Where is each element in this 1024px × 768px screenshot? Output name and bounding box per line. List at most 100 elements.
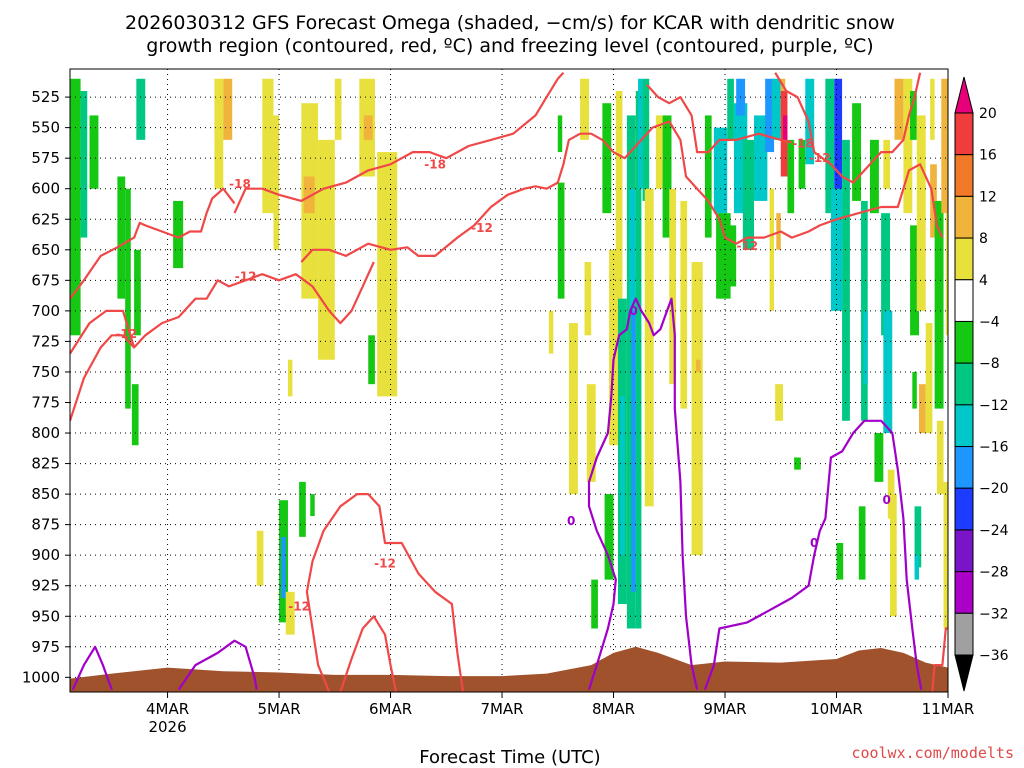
colorbar-swatch [954, 529, 974, 573]
omega-cell [775, 384, 783, 421]
omega-cell [591, 579, 598, 629]
omega-cell [934, 200, 944, 409]
colorbar-bottom-arrow [954, 654, 974, 692]
omega-cell [620, 396, 625, 556]
omega-cell [580, 78, 589, 140]
omega-cell [638, 78, 643, 189]
contour-label: -12 [288, 599, 310, 613]
dgz-contour-line [305, 493, 465, 692]
colorbar-swatch [954, 571, 974, 614]
contour-label: 0 [567, 514, 575, 528]
contour-label: -18 [424, 157, 446, 171]
dgz-contour-line [300, 120, 944, 263]
y-tick-label: 850 [31, 485, 60, 503]
y-tick-label: 650 [31, 241, 60, 259]
colorbar-label: 12 [979, 189, 997, 205]
omega-cell [863, 310, 868, 385]
omega-cell [794, 457, 801, 470]
omega-cell [704, 115, 712, 238]
dgz-contour-line [233, 71, 565, 214]
colorbar-label: −28 [979, 565, 1009, 581]
omega-cell [916, 115, 926, 311]
y-tick-label: 700 [31, 302, 60, 320]
terrain-area [70, 646, 948, 692]
omega-cell [586, 384, 596, 482]
omega-cell [669, 188, 676, 385]
omega-cell [765, 78, 775, 153]
omega-cell [557, 115, 563, 153]
omega-cell [285, 591, 295, 635]
contour-label: -12 [471, 221, 493, 235]
omega-cell [334, 78, 342, 140]
omega-cell [134, 249, 141, 336]
omega-cell [945, 213, 948, 336]
omega-cell [836, 542, 844, 580]
omega-cell [903, 78, 913, 214]
omega-cell [584, 262, 592, 336]
omega-shading-layer [70, 78, 948, 635]
omega-cell [881, 213, 891, 336]
chart-title-line-1: 2026030312 GFS Forecast Omega (shaded, −… [125, 12, 895, 34]
colorbar-swatch [954, 237, 974, 281]
omega-cell [696, 359, 701, 372]
colorbar-label: 4 [979, 273, 988, 289]
contour-label: -12 [374, 557, 396, 571]
freezing-level-contour-line [71, 645, 113, 691]
omega-cell [629, 188, 636, 311]
omega-cell [310, 494, 315, 517]
colorbar-label: −12 [979, 398, 1009, 414]
y-tick-label: 1000 [22, 668, 60, 686]
x-tick-label: 7MAR [480, 700, 523, 718]
omega-cell [256, 530, 264, 586]
omega-cell [363, 115, 373, 140]
colorbar-swatch [954, 362, 974, 406]
y-tick-label: 675 [31, 271, 60, 289]
omega-cell [273, 115, 280, 250]
omega-cell [858, 506, 866, 580]
omega-cell [798, 139, 806, 189]
y-tick-label: 625 [31, 210, 60, 228]
contour-label: -12 [235, 270, 257, 284]
colorbar-swatch [954, 612, 974, 656]
y-tick-label: 600 [31, 180, 60, 198]
colorbar-swatch [954, 320, 974, 364]
x-tick-label: 10MAR [810, 700, 863, 718]
omega-cell [874, 433, 884, 482]
y-tick-label: 825 [31, 455, 60, 473]
contour-label: 0 [882, 493, 890, 507]
omega-cell [887, 469, 895, 519]
contour-label: -18 [792, 137, 814, 151]
y-tick-label: 950 [31, 607, 60, 625]
contour-label: 0 [629, 304, 637, 318]
colorbar-label: 8 [979, 231, 988, 247]
omega-cell [914, 555, 920, 580]
omega-cell [303, 176, 315, 214]
colorbar: 20 16 12 8 4 −4 −8 −12 −16 −20 −24 −28 −32 −36 [954, 76, 1009, 692]
omega-cell [825, 78, 835, 214]
chart-title-line-2: growth region (contoured, red, ºC) and f… [146, 35, 873, 57]
omega-cell [883, 310, 893, 434]
omega-cell [769, 188, 775, 311]
x-tick-label: 8MAR [592, 700, 635, 718]
colorbar-swatch [954, 195, 974, 239]
y-tick-label: 900 [31, 546, 60, 564]
omega-cell [869, 139, 879, 214]
omega-cell [368, 335, 375, 385]
omega-cell [281, 536, 286, 598]
x-tick-label: 5MAR [257, 700, 300, 718]
dgz-contour-line [70, 334, 135, 422]
x-tick-label: 9MAR [703, 700, 746, 718]
y-tick-label: 725 [31, 332, 60, 350]
omega-cell [680, 200, 688, 409]
omega-cell [742, 139, 755, 250]
omega-cell [568, 323, 578, 495]
omega-cell [912, 371, 917, 409]
freezing-level-contour-line [177, 639, 258, 691]
contour-label: -12 [809, 151, 831, 165]
omega-cell [727, 78, 734, 140]
y-tick-label: 800 [31, 424, 60, 442]
omega-cell [136, 78, 146, 140]
omega-cell [117, 176, 126, 299]
